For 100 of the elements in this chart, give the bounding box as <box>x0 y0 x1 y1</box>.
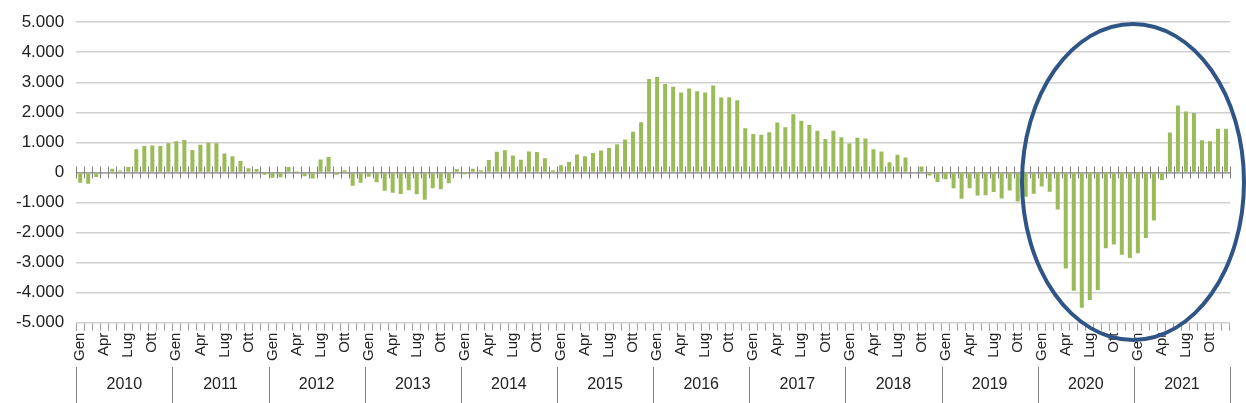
x-tick-label: Ott <box>911 331 929 353</box>
bar <box>214 143 219 172</box>
x-tick-label: Lug <box>887 332 905 358</box>
bar <box>1167 132 1172 172</box>
x-tick-label: Lug <box>1176 332 1194 358</box>
x-tick-label: Lug <box>406 332 424 358</box>
bar <box>86 173 91 184</box>
bar <box>631 131 636 172</box>
bar <box>639 122 644 172</box>
bar <box>607 148 612 172</box>
y-tick-label: -4.000 <box>16 282 65 302</box>
bar <box>510 155 515 172</box>
x-tick-label: Apr <box>863 332 881 356</box>
x-tick-label: Gen <box>70 332 88 362</box>
bar <box>687 88 692 172</box>
bar <box>751 133 756 172</box>
bar <box>326 157 331 172</box>
bar <box>406 173 411 191</box>
x-tick-label: Lug <box>1079 332 1097 358</box>
bar <box>422 173 427 200</box>
bar <box>791 114 796 172</box>
bar <box>1223 128 1228 172</box>
bar <box>470 168 475 172</box>
text: 2014 <box>491 375 527 393</box>
bar <box>959 173 964 199</box>
y-tick-label: -5.000 <box>16 312 65 332</box>
bar <box>975 173 980 196</box>
x-tick-label: Lug <box>310 332 328 358</box>
bar <box>647 78 652 172</box>
bar <box>1039 173 1044 187</box>
bar <box>166 143 171 172</box>
x-tick-label: Ott <box>1200 331 1218 353</box>
text: 2016 <box>683 375 720 393</box>
bar <box>190 149 195 172</box>
x-tick-label: Apr <box>671 332 689 356</box>
y-tick-label: 3.000 <box>21 71 65 91</box>
x-tick-label: Gen <box>743 332 761 362</box>
bar <box>142 145 147 172</box>
bar <box>558 165 563 172</box>
bar <box>110 168 115 172</box>
bar <box>566 161 571 172</box>
x-tick-label: Apr <box>94 332 112 356</box>
bar <box>230 156 235 172</box>
bar <box>727 97 732 172</box>
x-tick-label: Apr <box>1055 332 1073 356</box>
x-tick-label: Apr <box>767 332 785 356</box>
bar <box>759 134 764 172</box>
y-tick-label: -1.000 <box>16 192 65 212</box>
x-tick-label: Gen <box>839 332 857 362</box>
y-tick-label: 4.000 <box>21 41 65 61</box>
bar <box>430 173 435 189</box>
bar <box>1095 173 1100 290</box>
bar <box>735 100 740 172</box>
bar <box>1087 173 1092 301</box>
bar <box>1119 173 1124 255</box>
text: 2020 <box>1067 375 1104 393</box>
bar <box>879 151 884 172</box>
bar <box>655 76 660 172</box>
x-tick-label: Gen <box>166 332 184 362</box>
x-tick-label: Lug <box>118 332 136 358</box>
bar <box>767 132 772 172</box>
x-tick-label: Gen <box>358 332 376 362</box>
x-tick-label: Gen <box>1031 332 1049 362</box>
bar <box>198 144 203 172</box>
bar <box>983 173 988 196</box>
text: 2021 <box>1164 375 1200 393</box>
bar <box>254 169 259 172</box>
bar <box>1151 173 1156 221</box>
bar <box>847 143 852 172</box>
y-tick-label: -3.000 <box>16 252 65 272</box>
bar <box>775 122 780 172</box>
bar <box>999 173 1004 199</box>
text: 2018 <box>875 375 912 393</box>
x-tick-label: Gen <box>647 332 665 362</box>
x-tick-label: Ott <box>142 331 160 353</box>
bar <box>919 166 924 172</box>
bar <box>222 153 227 172</box>
bar <box>582 156 587 172</box>
bar <box>1143 173 1148 238</box>
bar <box>542 158 547 172</box>
bar <box>1007 173 1012 191</box>
bar <box>871 149 876 172</box>
bar <box>695 91 700 172</box>
x-tick-label: Ott <box>430 331 448 353</box>
y-tick-label: 5.000 <box>21 11 65 31</box>
bar <box>1127 173 1132 259</box>
bar <box>486 160 491 172</box>
x-tick-label: Ott <box>623 331 641 353</box>
bar <box>623 139 628 172</box>
bar <box>382 173 387 191</box>
bar <box>518 159 523 172</box>
bar <box>1183 111 1188 172</box>
x-tick-label: Ott <box>815 331 833 353</box>
text: 2013 <box>394 375 431 393</box>
bar <box>78 173 83 183</box>
bar <box>815 130 820 172</box>
x-tick-label: Ott <box>719 331 737 353</box>
bar <box>1207 141 1212 172</box>
bar <box>951 173 956 189</box>
x-tick-label: Ott <box>334 331 352 353</box>
